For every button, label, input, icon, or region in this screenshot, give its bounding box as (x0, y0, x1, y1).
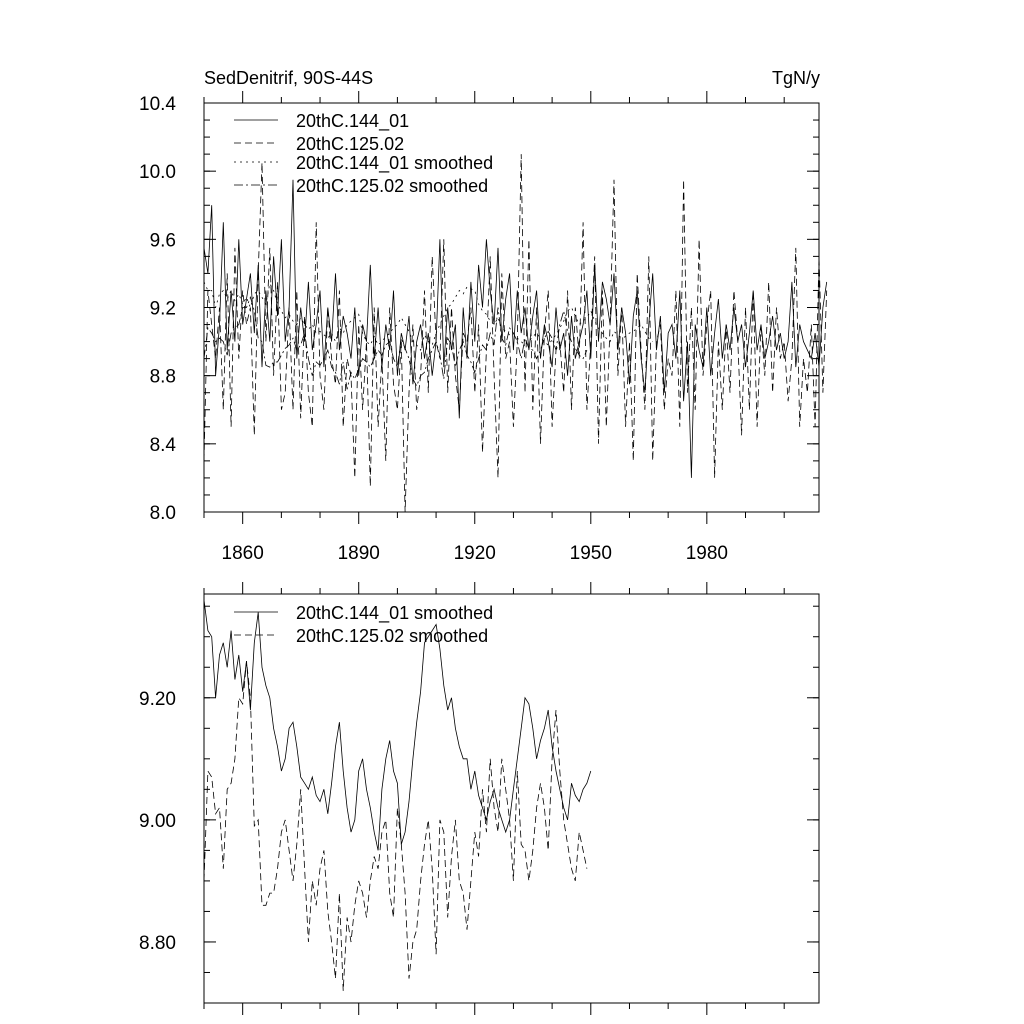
bottom-series-group (203, 600, 592, 991)
legend-label-smoothed-144-bottom: 20thC.144_01 smoothed (296, 603, 493, 624)
bottom-panel: 8.80 9.00 9.20 20thC.144_01 smoothed 20thC… (139, 582, 820, 1015)
x-tick-label: 1890 (338, 543, 380, 564)
bottom-plot-frame (203, 593, 820, 1004)
y-tick-label: 8.8 (150, 367, 176, 388)
series-line-dashed (203, 661, 588, 991)
y-tick-label: 8.80 (139, 933, 176, 954)
legend-label-smoothed-125-bottom: 20thC.125.02 smoothed (296, 626, 488, 646)
chart-title: SedDenitrif, 90S-44S (204, 68, 373, 88)
legend-label-smoothed-125: 20thC.125.02 smoothed (296, 176, 488, 196)
x-tick-label: 1980 (686, 543, 728, 564)
bottom-axis-ticks: 8.80 9.00 9.20 (139, 582, 819, 1015)
y-tick-label: 8.0 (150, 503, 176, 524)
series-line-solid (203, 179, 828, 478)
y-tick-label: 10.4 (139, 94, 176, 115)
y-tick-label: 9.2 (150, 299, 176, 320)
y-tick-label: 8.4 (150, 435, 177, 456)
top-plot-frame (203, 102, 820, 513)
top-panel: SedDenitrif, 90S-44S TgN/y 8.0 8.4 8.8 9.2 9… (139, 68, 828, 564)
y-tick-label: 9.20 (139, 689, 176, 710)
x-tick-label: 1950 (570, 543, 612, 564)
legend-label-smoothed-144: 20thC.144_01 smoothed (296, 153, 493, 174)
y-tick-label: 10.0 (139, 162, 176, 183)
x-tick-label: 1860 (222, 543, 264, 564)
units-label: TgN/y (772, 68, 820, 88)
legend-label-raw-125: 20thC.125.02 (296, 134, 404, 154)
top-legend: 20thC.144_01 20thC.125.02 20thC.144_01 s… (234, 111, 493, 196)
series-line-solid (203, 600, 592, 851)
series-line-dotted (203, 281, 653, 351)
y-tick-label: 9.00 (139, 811, 176, 832)
bottom-legend: 20thC.144_01 smoothed 20thC.125.02 smoot… (234, 603, 493, 646)
series-line-dashdot (203, 296, 588, 390)
legend-label-raw-144: 20thC.144_01 (296, 111, 409, 132)
series-line-dashed (203, 154, 828, 513)
top-series-group (203, 154, 828, 513)
y-tick-label: 9.6 (150, 230, 176, 251)
x-tick-label: 1920 (454, 543, 496, 564)
